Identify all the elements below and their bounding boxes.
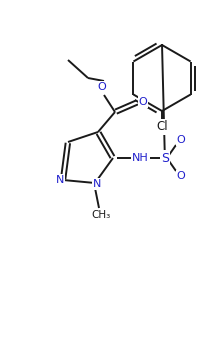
Text: S: S (161, 152, 169, 164)
Text: O: O (177, 171, 185, 181)
Text: O: O (139, 97, 147, 107)
Text: Cl: Cl (156, 120, 168, 133)
Text: N: N (56, 175, 64, 185)
Text: CH₃: CH₃ (91, 210, 111, 220)
Text: N: N (93, 179, 101, 189)
Text: O: O (177, 135, 185, 145)
Text: O: O (98, 82, 106, 92)
Text: NH: NH (132, 153, 148, 163)
